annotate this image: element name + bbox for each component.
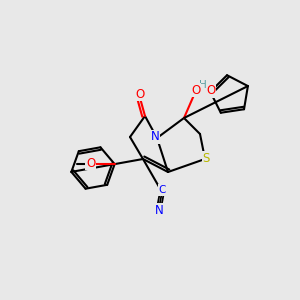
Text: O: O: [86, 157, 95, 169]
Text: H: H: [199, 80, 207, 90]
Text: O: O: [191, 83, 201, 97]
Text: O: O: [135, 88, 145, 100]
Text: S: S: [202, 152, 210, 164]
Text: N: N: [151, 130, 159, 143]
Text: C: C: [158, 185, 166, 195]
Text: N: N: [154, 203, 164, 217]
Text: O: O: [207, 84, 216, 97]
